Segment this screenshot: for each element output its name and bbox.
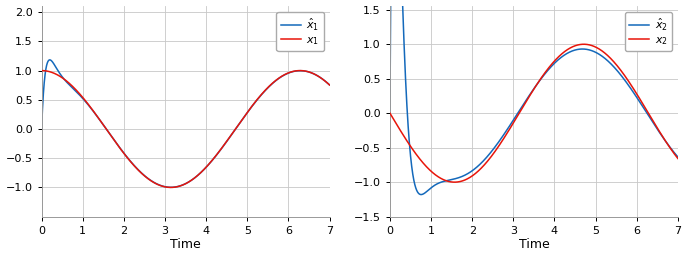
Legend: $\hat{x}_1$, $x_1$: $\hat{x}_1$, $x_1$ bbox=[276, 12, 324, 51]
Legend: $\hat{x}_2$, $x_2$: $\hat{x}_2$, $x_2$ bbox=[624, 12, 673, 51]
$x_1$ bbox=[94, 116, 102, 119]
$x_1$ bbox=[55, 74, 63, 77]
$x_1$ bbox=[178, 183, 186, 187]
$\hat{x}_1$ bbox=[55, 70, 63, 74]
$\hat{x}_1$ bbox=[38, 100, 47, 103]
$x_2$ bbox=[386, 112, 394, 115]
$\hat{x}_2$ bbox=[386, 112, 394, 115]
$x_1$ bbox=[49, 71, 58, 75]
$x_2$ bbox=[659, 135, 667, 138]
X-axis label: Time: Time bbox=[170, 238, 201, 251]
$\hat{x}_1$ bbox=[38, 127, 46, 131]
$x_1$ bbox=[38, 69, 46, 72]
$x_2$ bbox=[398, 131, 406, 134]
$x_2$ bbox=[580, 43, 588, 46]
$\hat{x}_1$ bbox=[94, 116, 102, 119]
$x_2$ bbox=[387, 114, 395, 117]
$\hat{x}_2$ bbox=[527, 92, 535, 95]
$\hat{x}_2$ bbox=[403, 109, 412, 112]
$x_2$ bbox=[674, 157, 682, 160]
$x_2$ bbox=[403, 140, 412, 143]
$x_1$ bbox=[167, 186, 175, 189]
$x_1$ bbox=[310, 72, 318, 76]
Line: $x_2$: $x_2$ bbox=[390, 44, 678, 182]
$\hat{x}_2$ bbox=[659, 135, 667, 139]
X-axis label: Time: Time bbox=[519, 238, 550, 251]
$x_1$ bbox=[38, 69, 47, 72]
$\hat{x}_2$ bbox=[417, 193, 425, 196]
$\hat{x}_2$ bbox=[442, 179, 451, 182]
$\hat{x}_2$ bbox=[674, 155, 682, 159]
$x_1$ bbox=[326, 84, 334, 87]
$x_2$ bbox=[442, 179, 451, 182]
Line: $\hat{x}_1$: $\hat{x}_1$ bbox=[42, 60, 330, 187]
$\hat{x}_1$ bbox=[49, 62, 58, 65]
$\hat{x}_1$ bbox=[45, 58, 54, 61]
$\hat{x}_1$ bbox=[179, 183, 187, 187]
$\hat{x}_1$ bbox=[326, 83, 334, 86]
Line: $x_1$: $x_1$ bbox=[42, 71, 330, 187]
$x_2$ bbox=[451, 181, 459, 184]
$\hat{x}_1$ bbox=[167, 186, 175, 189]
$x_2$ bbox=[527, 93, 535, 96]
Line: $\hat{x}_2$: $\hat{x}_2$ bbox=[390, 0, 678, 195]
$\hat{x}_1$ bbox=[311, 72, 319, 76]
